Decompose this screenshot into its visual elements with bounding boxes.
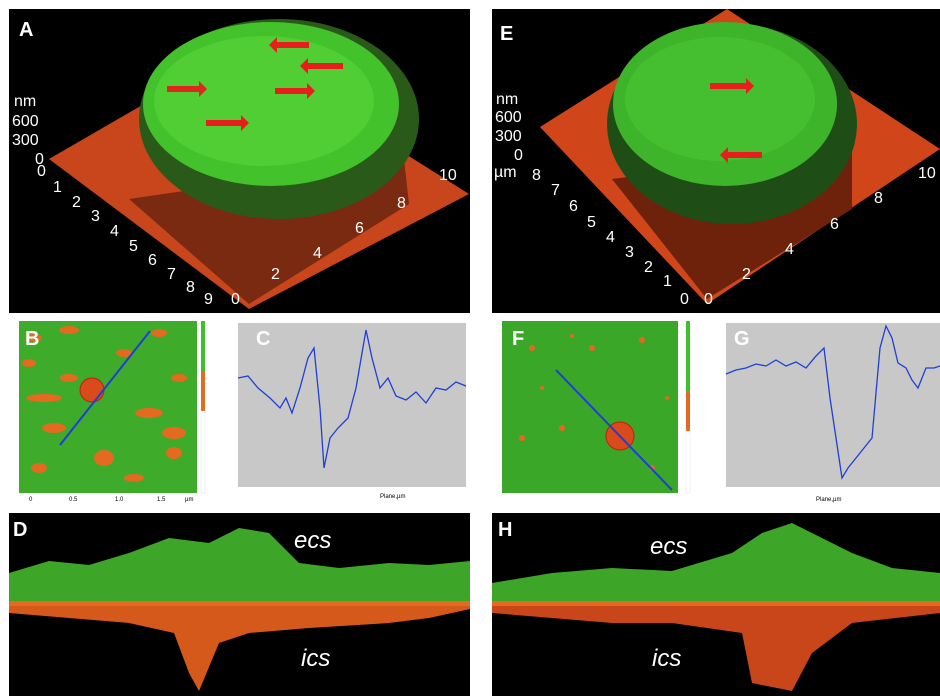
panel-e-x-10: 10 bbox=[918, 165, 936, 182]
panel-f: F bbox=[492, 318, 701, 508]
panel-a-y-7: 7 bbox=[167, 266, 176, 283]
panel-e-y-7: 7 bbox=[551, 182, 560, 199]
panel-e-z-unit: nm bbox=[496, 91, 519, 108]
panel-h-profile bbox=[492, 523, 940, 691]
panel-b-x-05: 0.5 bbox=[69, 497, 78, 503]
panel-a-surface bbox=[49, 19, 469, 309]
panel-a-y-5: 5 bbox=[129, 238, 138, 255]
panel-d-profile bbox=[9, 528, 470, 691]
panel-b-map: 0 0.5 1.0 1.5 µm bbox=[19, 321, 206, 503]
panel-b-label: B bbox=[25, 328, 40, 350]
panel-b-x-10: 1.0 bbox=[115, 497, 124, 503]
panel-a-x-8: 8 bbox=[397, 195, 406, 212]
panel-a: A nm 600 300 0 0 1 2 3 4 5 6 7 8 9 0 2 4… bbox=[9, 9, 470, 313]
panel-a-x-0: 0 bbox=[231, 291, 240, 308]
panel-a-label: A bbox=[19, 19, 34, 41]
panel-e-y-0: 0 bbox=[680, 291, 689, 308]
panel-g: Plane,µm G bbox=[706, 318, 940, 508]
panel-a-z-600: 600 bbox=[12, 113, 39, 130]
panel-e-y-3: 3 bbox=[625, 244, 634, 261]
panel-f-map bbox=[502, 321, 691, 494]
panel-e-z-0: 0 bbox=[514, 147, 523, 164]
panel-e-surface bbox=[540, 9, 940, 304]
panel-e-y-6: 6 bbox=[569, 198, 578, 215]
panel-e-z-600: 600 bbox=[495, 109, 522, 126]
panel-e-label: E bbox=[500, 23, 514, 45]
panel-a-z-300: 300 bbox=[12, 132, 39, 149]
panel-h-label: H bbox=[498, 519, 513, 541]
panel-e-x-0: 0 bbox=[704, 291, 713, 308]
panel-g-label: G bbox=[734, 328, 750, 350]
panel-a-y-2: 2 bbox=[72, 194, 81, 211]
panel-e-x-4: 4 bbox=[785, 241, 794, 258]
panel-a-x-2: 2 bbox=[271, 266, 280, 283]
panel-e-y-4: 4 bbox=[606, 229, 615, 246]
panel-c-label: C bbox=[256, 328, 271, 350]
panel-e-x-8: 8 bbox=[874, 190, 883, 207]
panel-a-y-6: 6 bbox=[148, 252, 157, 269]
panel-d-ecs: ecs bbox=[294, 527, 332, 554]
panel-d: D ecs ics bbox=[9, 513, 470, 696]
panel-c-xlabel: Plane,µm bbox=[380, 494, 405, 500]
panel-c-chart: Plane,µm bbox=[237, 323, 467, 500]
panel-d-ics: ics bbox=[301, 645, 331, 672]
panel-b-x-0: 0 bbox=[29, 497, 33, 503]
panel-g-chart: Plane,µm bbox=[725, 323, 940, 503]
panel-a-x-4: 4 bbox=[313, 245, 322, 262]
panel-a-z-unit: nm bbox=[14, 93, 37, 110]
panel-e-y-2: 2 bbox=[644, 259, 653, 276]
panel-a-x-6: 6 bbox=[355, 220, 364, 237]
panel-a-y-0: 0 bbox=[37, 163, 46, 180]
panel-h: H ecs ics bbox=[492, 513, 940, 696]
panel-a-y-8: 8 bbox=[186, 279, 195, 296]
panel-a-x-10: 10 bbox=[439, 167, 457, 184]
panel-e-y-1: 1 bbox=[663, 273, 672, 290]
panel-e: E nm 600 300 0 µm 8 7 6 5 4 3 2 1 0 0 2 … bbox=[492, 9, 940, 313]
panel-a-z-0: 0 bbox=[35, 151, 44, 168]
panel-b-x-15: 1.5 bbox=[157, 497, 166, 503]
panel-e-x-2: 2 bbox=[742, 266, 751, 283]
panel-b: 0 0.5 1.0 1.5 µm B bbox=[9, 318, 214, 508]
panel-b-x-unit: µm bbox=[185, 497, 193, 503]
panel-e-x-6: 6 bbox=[830, 216, 839, 233]
panel-e-y-5: 5 bbox=[587, 214, 596, 231]
panel-h-ics: ics bbox=[652, 645, 682, 672]
panel-h-ecs: ecs bbox=[650, 533, 688, 560]
panel-a-y-4: 4 bbox=[110, 223, 119, 240]
panel-d-label: D bbox=[13, 519, 28, 541]
panel-e-z-300: 300 bbox=[495, 128, 522, 145]
panel-e-y-8: 8 bbox=[532, 167, 541, 184]
panel-f-label: F bbox=[512, 328, 525, 350]
panel-e-xy-unit: µm bbox=[494, 164, 517, 181]
panel-g-xlabel: Plane,µm bbox=[816, 497, 841, 503]
panel-a-y-9: 9 bbox=[204, 291, 213, 308]
panel-a-y-1: 1 bbox=[53, 179, 62, 196]
panel-c: Plane,µm C bbox=[220, 318, 470, 508]
panel-a-y-3: 3 bbox=[91, 208, 100, 225]
